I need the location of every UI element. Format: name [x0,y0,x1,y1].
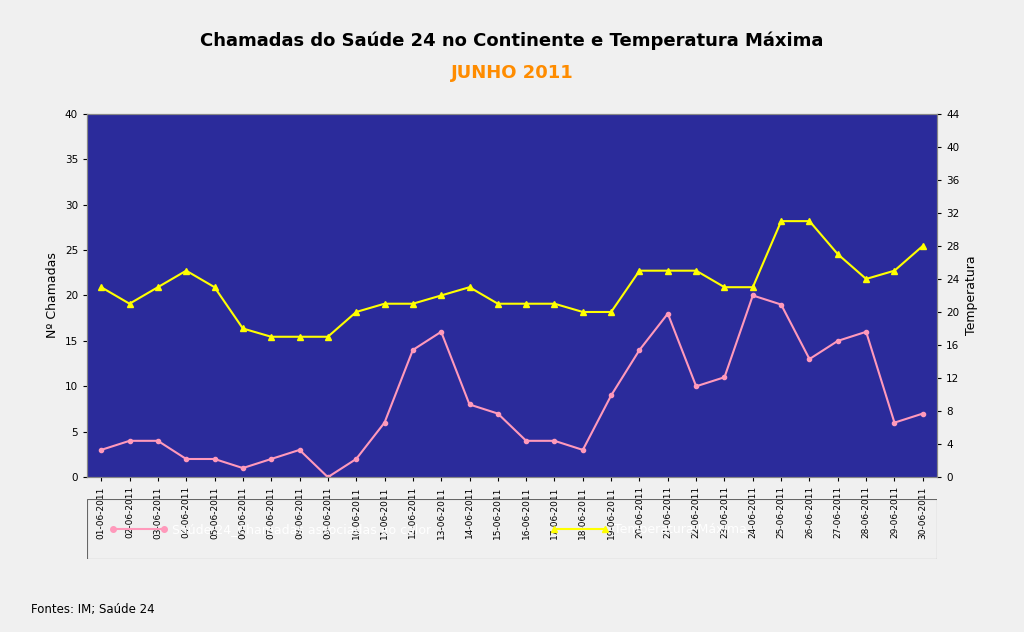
Text: Fontes: IM; Saúde 24: Fontes: IM; Saúde 24 [31,603,155,616]
Y-axis label: Nº Chamadas: Nº Chamadas [46,253,59,338]
Text: Saúde 24_Chamadas associadas ao calor: Saúde 24_Chamadas associadas ao calor [172,523,431,536]
Y-axis label: Temperatura: Temperatura [965,256,978,335]
Text: Chamadas do Saúde 24 no Continente e Temperatura Máxima: Chamadas do Saúde 24 no Continente e Tem… [201,32,823,51]
Text: Temperatura Máxima: Temperatura Máxima [614,523,746,536]
Text: JUNHO 2011: JUNHO 2011 [451,64,573,82]
